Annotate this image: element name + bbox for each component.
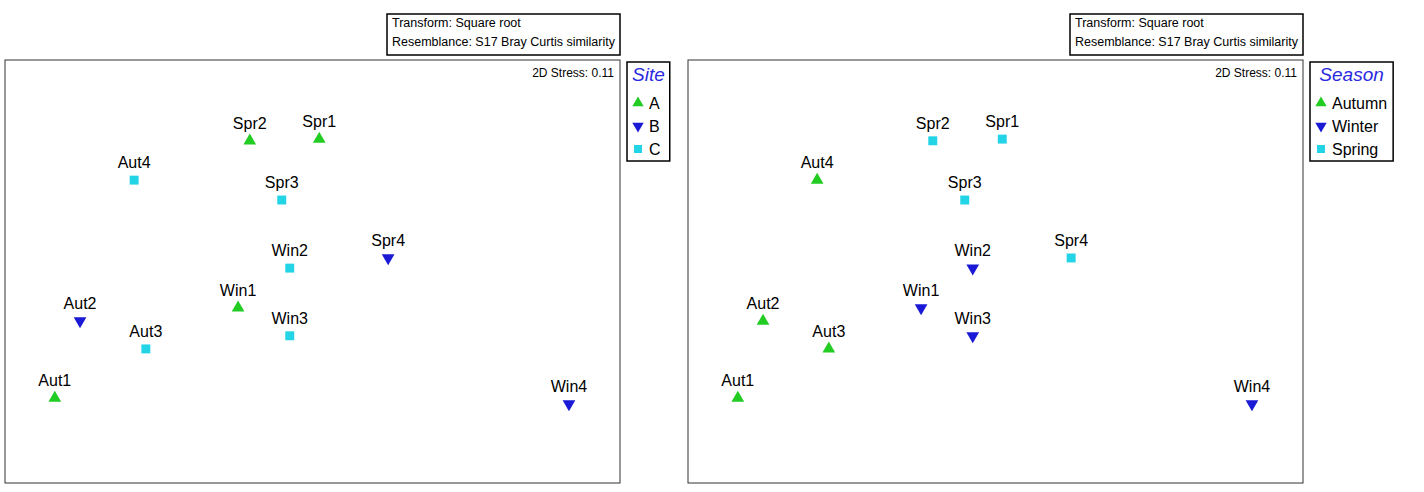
point-label: Spr1 <box>985 113 1019 130</box>
legend-title: Season <box>1319 64 1383 85</box>
plot-area: 2D Stress: 0.11 Aut4 Aut2 Aut3 Aut1 Win2 Win1 W… <box>688 60 1303 483</box>
plot-area: 2D Stress: 0.11 Spr2 Spr1 Win1 Aut1 Spr4 Aut2 W… <box>5 60 620 483</box>
annotation: Transform: Square root <box>392 16 521 30</box>
point-label: Aut2 <box>747 295 780 312</box>
point <box>1246 400 1259 411</box>
legend-marker <box>632 96 643 106</box>
point <box>277 196 286 205</box>
plot-frame <box>688 60 1303 483</box>
point <box>313 132 326 143</box>
legend-title: Site <box>632 64 665 85</box>
point <box>731 391 744 402</box>
legend-marker <box>1315 123 1326 133</box>
legend-frame <box>627 62 670 161</box>
point <box>141 344 150 353</box>
point <box>966 264 979 275</box>
point <box>928 136 937 145</box>
point-label: Aut3 <box>812 323 845 340</box>
point <box>915 304 928 315</box>
panel: 2D Stress: 0.11 Spr2 Spr1 Win1 Aut1 Spr4 Aut2 W… <box>5 14 670 483</box>
point-label: Spr3 <box>948 174 982 191</box>
point-label: Spr4 <box>371 232 405 249</box>
legend-label: B <box>649 118 660 135</box>
point-label: Aut4 <box>118 154 151 171</box>
legend: Season Autumn Winter Spring <box>1310 62 1393 161</box>
point-label: Win2 <box>272 242 309 259</box>
point-label: Spr4 <box>1054 232 1088 249</box>
point-label: Win4 <box>551 378 588 395</box>
point-label: Win3 <box>955 310 992 327</box>
point <box>130 176 139 185</box>
point-label: Aut1 <box>38 372 71 389</box>
point <box>382 254 395 265</box>
point <box>811 173 824 184</box>
point-label: Aut4 <box>801 154 834 171</box>
point-label: Spr1 <box>302 113 336 130</box>
legend: Site ABC <box>627 62 670 161</box>
point <box>960 196 969 205</box>
point-label: Win2 <box>955 242 992 259</box>
point <box>966 332 979 343</box>
point <box>232 301 245 312</box>
figure: 2D Stress: 0.11 Spr2 Spr1 Win1 Aut1 Spr4 Aut2 W… <box>0 0 1424 492</box>
point <box>563 400 576 411</box>
point-label: Win1 <box>903 282 940 299</box>
point-label: Win1 <box>220 282 257 299</box>
point <box>822 342 835 353</box>
point-label: Aut2 <box>64 295 97 312</box>
point-labels: Aut4 Aut2 Aut3 Aut1 Win2 Win1 Win3 Win4 Spr2 Spr1… <box>721 113 1270 395</box>
annotation-frame <box>387 14 620 55</box>
annotation-box: Transform: Square root Resemblance: S17 B… <box>1070 14 1303 55</box>
point <box>285 331 294 340</box>
annotation: Resemblance: S17 Bray Curtis similarity <box>1075 35 1299 49</box>
point-label: Spr2 <box>916 115 950 132</box>
point-label: Aut1 <box>721 372 754 389</box>
point-label: Spr2 <box>233 115 267 132</box>
plot-frame <box>5 60 620 483</box>
legend-marker <box>632 123 643 133</box>
legend-marker <box>1315 96 1326 106</box>
annotation: Transform: Square root <box>1075 16 1204 30</box>
point-label: Aut3 <box>129 323 162 340</box>
point <box>74 317 87 328</box>
legend-label: Autumn <box>1332 95 1387 112</box>
point-label: Spr3 <box>265 174 299 191</box>
point <box>757 314 770 325</box>
legend-label: A <box>649 95 660 112</box>
point <box>285 264 294 273</box>
point-label: Win4 <box>1234 378 1271 395</box>
annotation: Resemblance: S17 Bray Curtis similarity <box>392 35 616 49</box>
legend-frame <box>1310 62 1393 161</box>
points <box>731 135 1258 412</box>
point-label: Win3 <box>272 310 309 327</box>
legend-label: Spring <box>1332 141 1378 158</box>
point <box>48 391 61 402</box>
legend-marker <box>634 145 642 153</box>
legend-label: C <box>649 141 661 158</box>
point-labels: Spr2 Spr1 Win1 Aut1 Spr4 Aut2 Win4 Aut4 Spr3 Win2… <box>38 113 587 395</box>
legend-marker <box>1317 145 1325 153</box>
legend-label: Winter <box>1332 118 1379 135</box>
stress-text: 2D Stress: 0.11 <box>532 66 614 80</box>
point <box>243 133 256 144</box>
stress-text: 2D Stress: 0.11 <box>1215 66 1297 80</box>
points <box>48 132 575 411</box>
panel: 2D Stress: 0.11 Aut4 Aut2 Aut3 Aut1 Win2 Win1 W… <box>688 14 1393 483</box>
point <box>1067 253 1076 262</box>
annotation-frame <box>1070 14 1303 55</box>
point <box>998 135 1007 144</box>
annotation-box: Transform: Square root Resemblance: S17 B… <box>387 14 620 55</box>
